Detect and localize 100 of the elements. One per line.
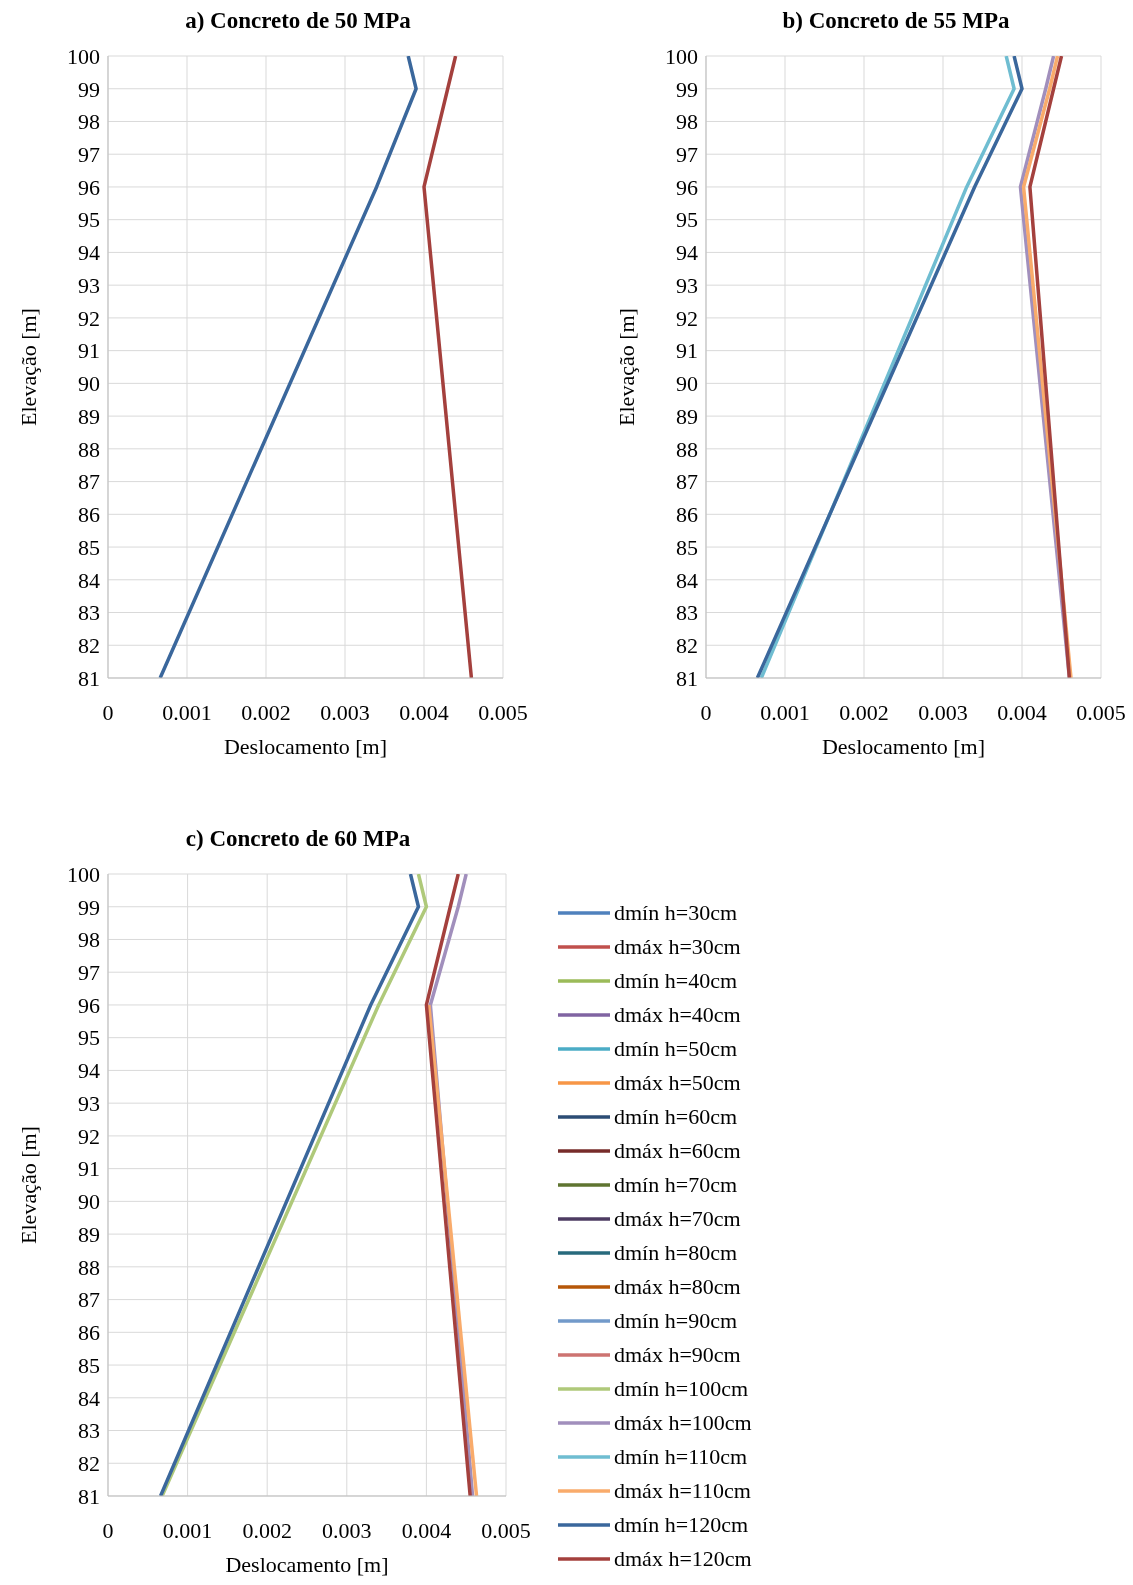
y-axis-title: Elevação [m] — [15, 308, 41, 426]
x-tick-label: 0.001 — [162, 1517, 213, 1543]
y-tick-label: 98 — [78, 109, 100, 135]
line-series — [158, 56, 418, 678]
y-tick-label: 87 — [78, 1287, 100, 1313]
legend-label: dmáx h=70cm — [614, 1206, 741, 1232]
legend-label: dmáx h=90cm — [614, 1342, 741, 1368]
y-tick-label: 82 — [78, 1451, 100, 1477]
legend-label: dmín h=90cm — [614, 1308, 738, 1334]
legend-label: dmín h=70cm — [614, 1172, 738, 1198]
y-tick-label: 83 — [676, 600, 698, 626]
y-tick-label: 86 — [676, 502, 698, 528]
legend-label: dmín h=60cm — [614, 1104, 738, 1130]
x-tick-label: 0.004 — [401, 1517, 452, 1543]
y-tick-label: 93 — [78, 272, 100, 298]
legend-label: dmáx h=60cm — [614, 1138, 741, 1164]
legend-label: dmáx h=110cm — [614, 1478, 751, 1504]
y-tick-label: 100 — [67, 861, 100, 887]
y-tick-label: 98 — [78, 927, 100, 953]
line-series — [422, 56, 474, 678]
y-tick-label: 86 — [78, 1320, 100, 1346]
y-tick-label: 89 — [78, 1221, 100, 1247]
y-tick-label: 90 — [78, 1189, 100, 1215]
y-axis-title: Elevação [m] — [613, 308, 639, 426]
y-tick-label: 81 — [78, 1483, 100, 1509]
y-tick-label: 84 — [78, 1385, 100, 1411]
y-tick-label: 81 — [78, 665, 100, 691]
y-tick-label: 100 — [665, 43, 698, 69]
y-tick-label: 99 — [78, 894, 100, 920]
legend-label: dmáx h=120cm — [614, 1546, 752, 1572]
y-tick-label: 94 — [676, 240, 698, 266]
legend-label: dmín h=30cm — [614, 900, 738, 926]
x-tick-label: 0.005 — [481, 1517, 531, 1543]
x-axis-title: Deslocamento [m] — [821, 734, 986, 759]
x-tick-label: 0.003 — [320, 699, 370, 725]
x-tick-label: 0 — [102, 1517, 114, 1543]
legend-label: dmáx h=100cm — [614, 1410, 752, 1436]
x-tick-label: 0.005 — [1076, 699, 1126, 725]
y-tick-label: 95 — [676, 207, 698, 233]
x-tick-label: 0.004 — [399, 699, 449, 725]
y-tick-label: 96 — [78, 174, 100, 200]
y-tick-label: 92 — [78, 1123, 100, 1149]
y-tick-label: 91 — [78, 1156, 100, 1182]
chart-title: b) Concreto de 55 MPa — [781, 8, 1011, 34]
y-tick-label: 83 — [78, 600, 100, 626]
y-tick-label: 90 — [676, 371, 698, 397]
y-tick-label: 100 — [67, 43, 100, 69]
x-tick-label: 0.005 — [478, 699, 528, 725]
x-tick-label: 0.004 — [997, 699, 1047, 725]
legend-label: dmín h=40cm — [614, 968, 738, 994]
chart-title: a) Concreto de 50 MPa — [184, 8, 412, 34]
y-tick-label: 96 — [676, 174, 698, 200]
legend-label: dmín h=80cm — [614, 1240, 738, 1266]
legend-label: dmín h=110cm — [614, 1444, 748, 1470]
legend-label: dmáx h=40cm — [614, 1002, 741, 1028]
y-tick-label: 98 — [676, 109, 698, 135]
x-tick-label: 0 — [102, 699, 114, 725]
y-tick-label: 88 — [78, 436, 100, 462]
line-series — [1028, 56, 1072, 678]
y-tick-label: 87 — [676, 469, 698, 495]
y-tick-label: 91 — [78, 338, 100, 364]
y-tick-label: 97 — [78, 960, 100, 986]
x-tick-label: 0.002 — [242, 1517, 292, 1543]
y-tick-label: 89 — [676, 403, 698, 429]
y-tick-label: 81 — [676, 665, 698, 691]
y-tick-label: 82 — [78, 633, 100, 659]
legend-label: dmáx h=30cm — [614, 934, 741, 960]
legend-label: dmín h=120cm — [614, 1512, 749, 1538]
y-tick-label: 87 — [78, 469, 100, 495]
y-tick-label: 86 — [78, 502, 100, 528]
y-tick-label: 94 — [78, 1058, 100, 1084]
y-tick-label: 91 — [676, 338, 698, 364]
y-tick-label: 84 — [78, 567, 100, 593]
y-tick-label: 85 — [78, 1352, 100, 1378]
x-tick-label: 0 — [700, 699, 712, 725]
y-tick-label: 82 — [676, 633, 698, 659]
x-tick-label: 0.001 — [162, 699, 212, 725]
y-tick-label: 97 — [676, 142, 698, 168]
x-tick-label: 0.001 — [760, 699, 810, 725]
y-tick-label: 85 — [676, 534, 698, 560]
y-tick-label: 93 — [676, 272, 698, 298]
y-tick-label: 93 — [78, 1090, 100, 1116]
y-tick-label: 92 — [78, 305, 100, 331]
legend-label: dmín h=100cm — [614, 1376, 749, 1402]
x-tick-label: 0.002 — [241, 699, 291, 725]
y-tick-label: 96 — [78, 992, 100, 1018]
x-tick-label: 0.003 — [322, 1517, 372, 1543]
y-tick-label: 84 — [676, 567, 698, 593]
y-tick-label: 97 — [78, 142, 100, 168]
y-tick-label: 88 — [78, 1254, 100, 1280]
y-tick-label: 85 — [78, 534, 100, 560]
y-tick-label: 90 — [78, 371, 100, 397]
y-tick-label: 99 — [78, 76, 100, 102]
y-tick-label: 88 — [676, 436, 698, 462]
y-tick-label: 92 — [676, 305, 698, 331]
y-axis-title: Elevação [m] — [15, 1126, 41, 1244]
y-tick-label: 95 — [78, 1025, 100, 1051]
y-tick-label: 89 — [78, 403, 100, 429]
x-tick-label: 0.002 — [839, 699, 889, 725]
x-axis-title: Deslocamento [m] — [225, 1552, 389, 1577]
